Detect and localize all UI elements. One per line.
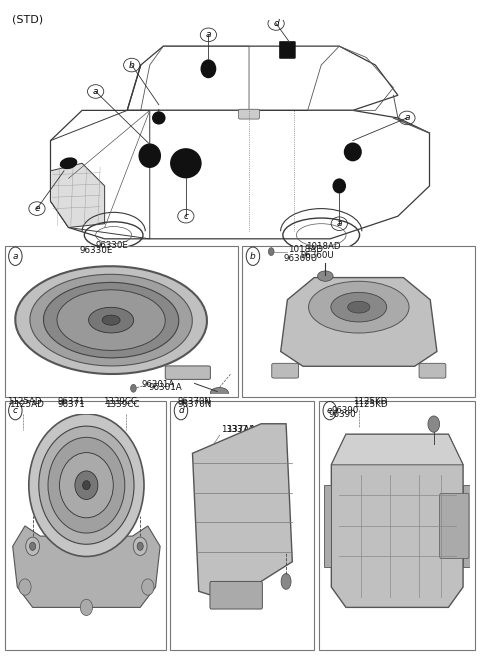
Ellipse shape — [331, 292, 387, 322]
Text: 1339CC: 1339CC — [105, 400, 139, 409]
Ellipse shape — [152, 111, 166, 125]
Text: a: a — [404, 114, 410, 122]
Circle shape — [142, 579, 154, 595]
Text: 96330E: 96330E — [79, 246, 113, 255]
Ellipse shape — [30, 275, 192, 366]
Text: 96330E: 96330E — [96, 240, 129, 250]
FancyBboxPatch shape — [165, 366, 210, 379]
Text: 96360U: 96360U — [283, 254, 317, 263]
Circle shape — [317, 271, 333, 281]
Text: 96371: 96371 — [58, 400, 85, 409]
Text: 96301A: 96301A — [149, 382, 182, 392]
Ellipse shape — [57, 290, 165, 350]
Ellipse shape — [60, 453, 113, 518]
Text: 96360U: 96360U — [300, 251, 334, 260]
Circle shape — [281, 574, 291, 589]
Polygon shape — [463, 485, 470, 566]
Bar — [5, 246, 238, 397]
Circle shape — [30, 542, 36, 551]
Ellipse shape — [29, 414, 144, 556]
FancyBboxPatch shape — [279, 41, 296, 58]
Text: 1125KD: 1125KD — [353, 400, 387, 409]
Text: 96371: 96371 — [58, 397, 85, 406]
Text: a: a — [93, 87, 98, 96]
Text: 96301A: 96301A — [142, 380, 175, 389]
Text: 1125AD: 1125AD — [7, 397, 42, 406]
Text: 96390: 96390 — [329, 409, 357, 419]
Ellipse shape — [344, 143, 362, 162]
Text: 96370N: 96370N — [178, 400, 212, 409]
Text: 1125AD: 1125AD — [9, 400, 44, 409]
FancyBboxPatch shape — [419, 363, 446, 378]
Text: 1125KD: 1125KD — [353, 397, 387, 406]
Bar — [242, 246, 475, 397]
Text: 1337AA: 1337AA — [226, 424, 260, 434]
FancyBboxPatch shape — [272, 363, 299, 378]
Polygon shape — [12, 526, 160, 607]
Polygon shape — [192, 424, 292, 601]
Circle shape — [428, 416, 440, 432]
Ellipse shape — [89, 307, 133, 333]
Text: e: e — [34, 204, 40, 213]
Circle shape — [80, 599, 93, 616]
Circle shape — [19, 579, 31, 595]
Polygon shape — [50, 164, 105, 227]
Bar — [319, 401, 475, 650]
Ellipse shape — [75, 471, 98, 499]
Polygon shape — [331, 434, 463, 607]
Text: e: e — [327, 406, 333, 415]
Text: 1339CC: 1339CC — [103, 397, 137, 406]
Text: a: a — [205, 30, 211, 39]
Text: 1018AD: 1018AD — [306, 242, 341, 251]
FancyBboxPatch shape — [210, 581, 263, 609]
Text: 1337AA: 1337AA — [221, 424, 255, 434]
Circle shape — [206, 447, 212, 455]
Text: c: c — [183, 212, 188, 221]
Ellipse shape — [309, 281, 409, 333]
Text: b: b — [129, 60, 134, 70]
Text: 96390: 96390 — [331, 405, 359, 415]
Text: b: b — [250, 252, 256, 261]
Ellipse shape — [39, 426, 134, 544]
Circle shape — [210, 388, 228, 398]
Ellipse shape — [83, 481, 90, 489]
Text: d: d — [178, 406, 184, 415]
FancyBboxPatch shape — [239, 109, 259, 119]
Text: a: a — [336, 219, 342, 228]
Ellipse shape — [102, 315, 120, 325]
Polygon shape — [281, 277, 437, 366]
Text: 96370N: 96370N — [178, 397, 212, 406]
Text: c: c — [13, 406, 18, 415]
Text: a: a — [12, 252, 18, 261]
Text: (STD): (STD) — [12, 14, 43, 24]
Ellipse shape — [348, 301, 370, 313]
Circle shape — [26, 537, 39, 555]
Circle shape — [268, 248, 274, 256]
Ellipse shape — [333, 179, 346, 194]
Ellipse shape — [44, 283, 179, 358]
Text: d: d — [273, 19, 279, 28]
Polygon shape — [331, 434, 463, 465]
Text: 1018AD: 1018AD — [288, 244, 323, 254]
Circle shape — [131, 384, 136, 392]
Polygon shape — [324, 485, 331, 566]
Ellipse shape — [60, 157, 77, 170]
Ellipse shape — [201, 59, 216, 78]
Bar — [170, 401, 314, 650]
Circle shape — [137, 542, 143, 551]
FancyBboxPatch shape — [440, 493, 469, 558]
Bar — [5, 401, 166, 650]
Circle shape — [133, 537, 147, 555]
Ellipse shape — [15, 266, 207, 374]
Ellipse shape — [138, 143, 161, 168]
Ellipse shape — [170, 148, 202, 179]
Ellipse shape — [48, 438, 125, 533]
